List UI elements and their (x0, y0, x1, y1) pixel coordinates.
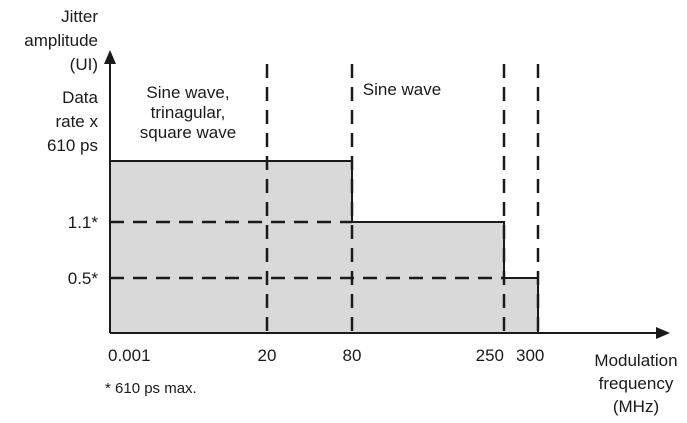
axes (104, 50, 670, 339)
dashed-guides (110, 64, 540, 333)
y-tick-label: 1.1* (68, 213, 99, 232)
x-tick-label: 300 (516, 346, 544, 365)
step-area-fill (110, 161, 538, 333)
x-axis-arrow (656, 327, 670, 339)
x-tick-label: 20 (258, 346, 277, 365)
footnote: * 610 ps max. (105, 380, 197, 397)
y-tick-label: Data rate x 610 ps (47, 88, 99, 155)
region-label: Sine wave, trinagular, square wave (140, 83, 236, 142)
x-tick-label: 250 (476, 346, 504, 365)
y-axis-arrow (104, 50, 116, 64)
x-axis-title: Modulation frequency (MHz) (594, 351, 677, 416)
labels: Jitter amplitude (UI) Data rate x 610 ps 1.1* 0… (24, 7, 677, 416)
region-label: Sine wave (363, 80, 441, 99)
x-tick-label: 0.001 (108, 346, 151, 365)
x-tick-label: 80 (343, 346, 362, 365)
step-area (110, 160, 539, 333)
y-axis-title: Jitter amplitude (UI) (24, 7, 98, 74)
y-tick-label: 0.5* (68, 269, 99, 288)
